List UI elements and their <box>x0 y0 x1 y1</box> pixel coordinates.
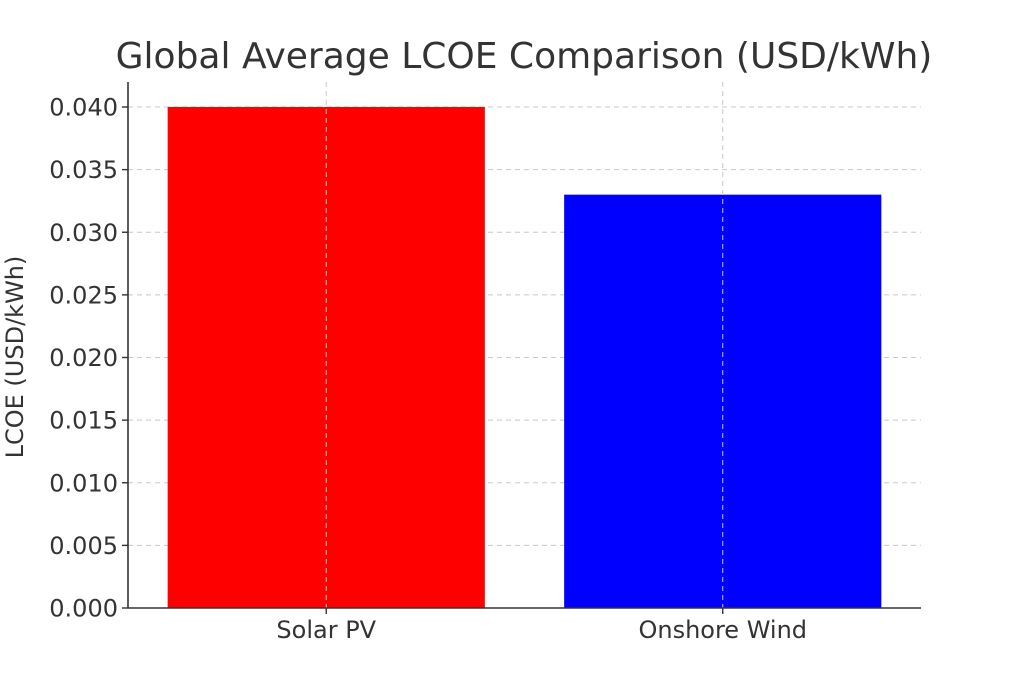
y-axis-ticks: 0.000 0.005 0.010 0.015 0.020 0.025 0.030 0.035… <box>49 94 128 623</box>
y-tick-label: 0.020 <box>49 344 118 372</box>
y-tick-label: 0.025 <box>49 281 118 309</box>
vertical-grid-lines <box>325 82 724 608</box>
y-tick-label: 0.005 <box>49 532 118 560</box>
y-tick-label: 0.035 <box>49 156 118 184</box>
chart-title: Global Average LCOE Comparison (USD/kWh) <box>116 36 933 77</box>
y-tick-label: 0.010 <box>49 469 118 497</box>
y-tick-label: 0.000 <box>49 595 118 623</box>
y-tick-label: 0.030 <box>49 219 118 247</box>
y-tick-label: 0.015 <box>49 407 118 435</box>
x-axis-ticks: Solar PV Onshore Wind <box>276 608 807 644</box>
y-axis-label: LCOE (USD/kWh) <box>1 256 29 459</box>
x-tick-label: Onshore Wind <box>638 616 807 644</box>
x-tick-label: Solar PV <box>276 616 376 644</box>
y-tick-label: 0.040 <box>49 94 118 122</box>
